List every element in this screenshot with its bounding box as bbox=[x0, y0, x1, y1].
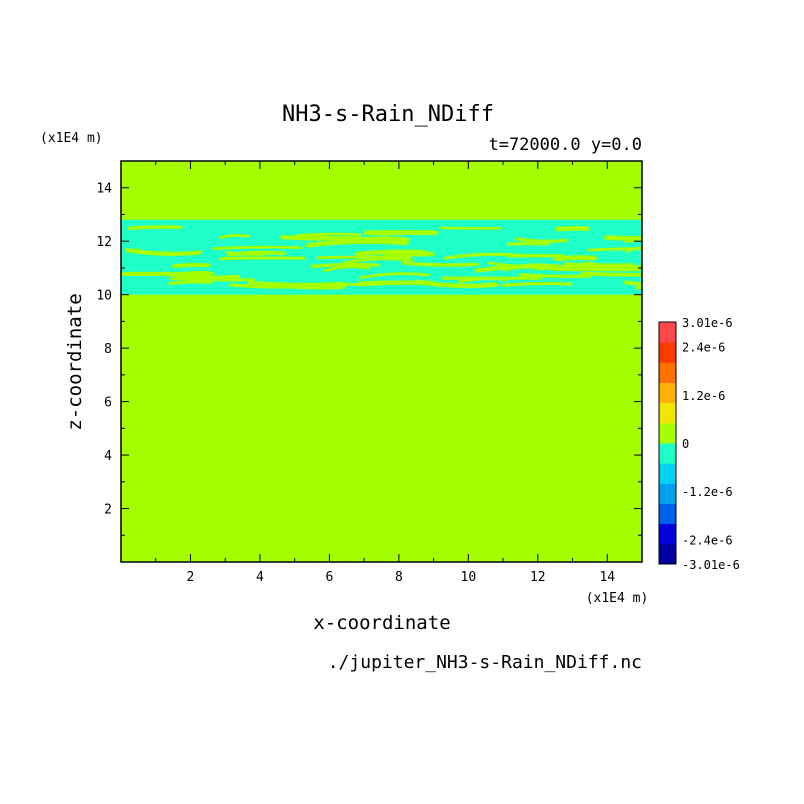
y-axis-label: z-coordinate bbox=[64, 293, 86, 430]
band-streak bbox=[219, 256, 306, 261]
band-streak bbox=[302, 233, 389, 241]
colorbar-label: 2.4e-6 bbox=[682, 341, 725, 355]
band-streak bbox=[198, 275, 241, 284]
colorbar-segment bbox=[659, 443, 676, 464]
band-streak bbox=[310, 262, 380, 268]
band-streak bbox=[247, 280, 339, 287]
band-streak bbox=[555, 225, 590, 232]
x-tick-labels: 2 4 6 8 10 12 14 bbox=[187, 570, 616, 585]
x-unit-label: (x1E4 m) bbox=[586, 591, 649, 606]
y-tick-label: 4 bbox=[104, 449, 112, 464]
y-tick-label: 6 bbox=[104, 396, 112, 411]
colorbar-segment bbox=[659, 483, 676, 504]
y-tick-labels: 2 4 6 8 10 12 14 bbox=[96, 182, 112, 518]
band-streak bbox=[501, 281, 573, 287]
plot-area: 2 4 6 8 10 12 14 2 4 6 8 10 12 14 bbox=[96, 160, 643, 585]
colorbar-label: 0 bbox=[682, 437, 689, 451]
band-streak bbox=[587, 247, 642, 252]
band-streaks bbox=[121, 225, 642, 290]
band-streak bbox=[218, 234, 250, 239]
colorbar-label: 3.01e-6 bbox=[682, 316, 733, 330]
colorbar bbox=[658, 321, 677, 565]
band-streak bbox=[323, 265, 371, 273]
colorbar-segment bbox=[659, 362, 676, 383]
colorbar-frame bbox=[658, 321, 677, 565]
band-streak bbox=[212, 245, 303, 250]
band-streak bbox=[625, 246, 642, 253]
colorbar-label: -1.2e-6 bbox=[682, 485, 733, 499]
chart-title: NH3-s-Rain_NDiff bbox=[282, 102, 494, 127]
colorbar-label: 1.2e-6 bbox=[682, 389, 725, 403]
band-streak bbox=[604, 235, 642, 241]
band-streak bbox=[518, 273, 593, 278]
colorbar-segment bbox=[659, 322, 676, 343]
y-tick-label: 8 bbox=[104, 342, 112, 357]
band-streak bbox=[305, 239, 409, 248]
negative-band bbox=[121, 219, 642, 295]
x-tick-label: 4 bbox=[256, 570, 264, 585]
band-streak bbox=[128, 225, 183, 230]
colorbar-label: -3.01e-6 bbox=[682, 558, 740, 572]
band-streak bbox=[225, 250, 270, 256]
colorbar-segment bbox=[659, 523, 676, 545]
band-streak bbox=[167, 280, 213, 285]
x-tick-label: 12 bbox=[530, 570, 546, 585]
y-tick-label: 14 bbox=[96, 182, 112, 197]
x-tick-label: 2 bbox=[187, 570, 195, 585]
y-tick-label: 10 bbox=[96, 289, 112, 304]
band-streak bbox=[382, 251, 435, 257]
band-streak bbox=[295, 232, 362, 238]
band-streak bbox=[172, 263, 211, 268]
band-streak bbox=[316, 255, 411, 260]
x-tick-label: 8 bbox=[395, 570, 403, 585]
band-streak bbox=[624, 237, 642, 243]
y-unit-label: (x1E4 m) bbox=[40, 131, 103, 146]
colorbar-segment bbox=[659, 503, 676, 525]
y-tick-label: 2 bbox=[104, 503, 112, 518]
band-streak bbox=[502, 263, 558, 272]
colorbar-labels: 3.01e-6 2.4e-6 1.2e-6 0 -1.2e-6 -2.4e-6 -3.01e… bbox=[682, 316, 740, 572]
band-streak bbox=[623, 280, 642, 286]
colorbar-segment bbox=[659, 543, 676, 565]
x-axis-label: x-coordinate bbox=[313, 612, 450, 634]
chart-subtitle: t=72000.0 y=0.0 bbox=[488, 135, 642, 155]
colorbar-segment bbox=[659, 402, 676, 424]
band-streak bbox=[229, 283, 316, 289]
band-streak bbox=[515, 237, 568, 243]
band-streak bbox=[372, 236, 410, 245]
colorbar-label: -2.4e-6 bbox=[682, 533, 733, 547]
band-streak bbox=[337, 281, 380, 287]
band-streak bbox=[136, 248, 168, 256]
y-tick-label: 12 bbox=[96, 235, 112, 250]
band-streak bbox=[401, 261, 479, 267]
x-tick-label: 6 bbox=[325, 570, 333, 585]
band-streak bbox=[580, 271, 642, 277]
band-streak bbox=[553, 255, 597, 262]
colorbar-segment bbox=[659, 463, 676, 484]
colorbar-segment bbox=[659, 382, 676, 404]
band-streak bbox=[359, 272, 431, 280]
colorbar-segment bbox=[659, 422, 676, 444]
axis-ticks bbox=[121, 161, 642, 562]
colorbar-segment bbox=[659, 342, 676, 363]
band-streak bbox=[635, 284, 642, 290]
plot-frame bbox=[120, 160, 643, 563]
x-tick-label: 10 bbox=[461, 570, 477, 585]
source-file-label: ./jupiter_NH3-s-Rain_NDiff.nc bbox=[328, 652, 642, 673]
band-streak bbox=[583, 261, 642, 270]
band-streak bbox=[342, 257, 414, 265]
x-tick-label: 14 bbox=[599, 570, 615, 585]
